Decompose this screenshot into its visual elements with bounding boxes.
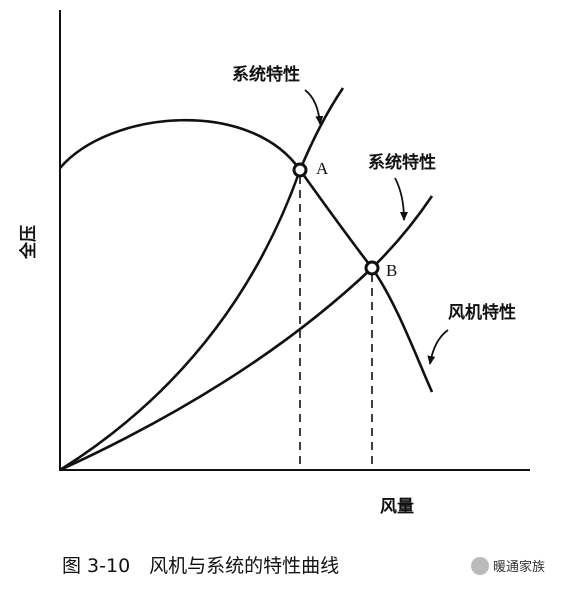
leaders [304,89,449,365]
watermark-text: 暖通家族 [493,559,545,575]
point-b [364,260,380,276]
leader [304,89,324,125]
drop-lines [299,176,373,470]
points [292,162,380,276]
curves [59,87,434,472]
point-label: B [386,261,397,280]
watermark: 暖通家族 [471,557,545,575]
point-label: A [316,159,329,178]
label: 系统特性 [232,64,300,85]
axes [59,10,530,471]
point-a [292,162,308,178]
fan-curve [59,118,434,393]
caption: 图 3-10 风机与系统的特性曲线 [62,555,339,577]
watermark-icon [471,557,489,575]
label: 系统特性 [368,152,436,173]
label: 风机特性 [448,302,516,323]
x-axis-label: 风量 [380,496,414,517]
leader [427,329,449,365]
system-curve-2 [59,195,434,472]
y-axis-label: 全压 [18,225,39,260]
leader [394,177,408,221]
